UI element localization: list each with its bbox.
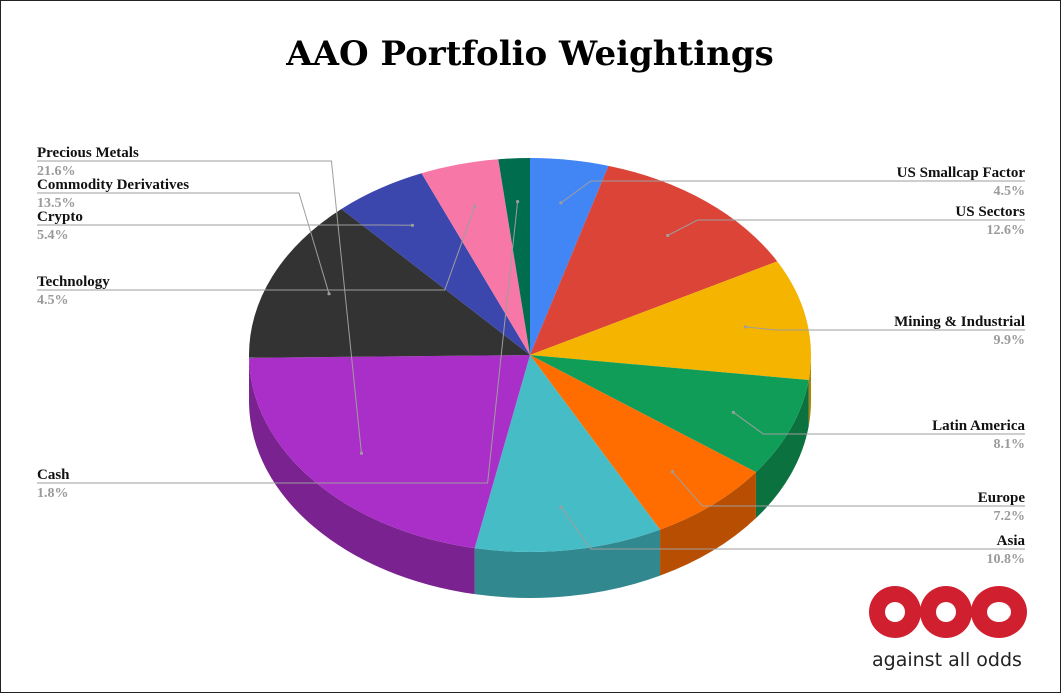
- slice-mining-and-industrial: [530, 261, 811, 381]
- slice-labels: US Smallcap Factor 4.5% US Sectors 12.6% Min…: [37, 145, 1025, 567]
- slice-europe: [530, 355, 756, 530]
- slice-value-latin-america: 8.1%: [994, 437, 1026, 452]
- slice-label-cash: Cash 1.8%: [37, 467, 70, 501]
- leader-line-technology: [37, 206, 476, 291]
- slice-cash: [498, 158, 530, 355]
- slice-value-mining-and-industrial: 9.9%: [994, 333, 1026, 348]
- slice-us-smallcap-factor: [530, 158, 609, 355]
- slice-name-cash: Cash: [37, 467, 70, 483]
- slice-value-asia: 10.8%: [987, 552, 1026, 567]
- leader-line-cash: [37, 201, 519, 484]
- slice-name-technology: Technology: [37, 274, 110, 290]
- leader-dot-commodity-derivatives: [327, 292, 331, 296]
- brand-logo: against all odds: [869, 586, 1027, 671]
- slice-label-crypto: Crypto 5.4%: [37, 209, 83, 243]
- slice-name-precious-metals: Precious Metals: [37, 145, 139, 161]
- slice-label-technology: Technology 4.5%: [37, 274, 110, 308]
- leader-dot-crypto: [410, 223, 415, 227]
- leader-dot-latin-america: [731, 410, 735, 414]
- logo-letter-o-hole: [987, 602, 1011, 622]
- slice-side-latin-america: [755, 380, 809, 519]
- leader-dot-us-smallcap-factor: [559, 201, 563, 205]
- slice-label-us-sectors: US Sectors 12.6%: [955, 204, 1025, 238]
- chart-title: AAO Portfolio Weightings: [285, 34, 774, 74]
- slice-label-precious-metals: Precious Metals 21.6%: [37, 145, 139, 179]
- slice-value-crypto: 5.4%: [37, 228, 69, 243]
- slice-name-mining-and-industrial: Mining & Industrial: [894, 314, 1025, 330]
- leader-line-us-smallcap-factor: [560, 180, 1025, 204]
- slice-label-commodity-derivatives: Commodity Derivatives 13.5%: [37, 177, 189, 211]
- slice-crypto: [341, 173, 530, 355]
- slice-latin-america: [530, 355, 809, 473]
- slice-name-commodity-derivatives: Commodity Derivatives: [37, 177, 189, 193]
- leader-dot-asia: [559, 505, 563, 509]
- leader-dot-europe: [670, 470, 675, 474]
- slice-side-precious-metals: [249, 357, 475, 595]
- slice-side-mining-and-industrial: [808, 355, 811, 427]
- slice-value-us-sectors: 12.6%: [987, 223, 1026, 238]
- leader-line-commodity-derivatives: [37, 192, 330, 294]
- slice-us-sectors: [530, 165, 778, 355]
- pie-depth: [249, 355, 811, 599]
- pie-slices: [249, 158, 811, 552]
- leader-dot-mining-and-industrial: [743, 325, 748, 329]
- leader-dot-technology: [473, 204, 477, 208]
- slice-label-mining-and-industrial: Mining & Industrial 9.9%: [894, 314, 1025, 348]
- leader-line-us-sectors: [667, 219, 1025, 236]
- slice-side-europe: [660, 472, 756, 576]
- leader-dot-cash: [515, 199, 520, 204]
- leader-dot-us-sectors: [666, 233, 670, 238]
- logo-letter-a1: [869, 586, 921, 638]
- slice-commodity-derivatives: [249, 208, 530, 358]
- slice-name-asia: Asia: [997, 533, 1026, 549]
- slice-value-europe: 7.2%: [994, 509, 1026, 524]
- slice-label-latin-america: Latin America 8.1%: [932, 418, 1025, 452]
- leader-line-europe: [672, 471, 1025, 507]
- leader-line-asia: [560, 506, 1025, 550]
- leader-line-latin-america: [733, 411, 1025, 435]
- slice-name-europe: Europe: [978, 490, 1026, 506]
- slice-technology: [421, 159, 530, 355]
- slice-value-precious-metals: 21.6%: [37, 164, 76, 179]
- logo-letter-a2: [920, 586, 972, 638]
- slice-label-asia: Asia 10.8%: [987, 533, 1026, 567]
- slice-label-europe: Europe 7.2%: [978, 490, 1026, 524]
- slice-name-latin-america: Latin America: [932, 418, 1025, 434]
- leader-dot-precious-metals: [359, 451, 364, 455]
- slice-name-us-smallcap-factor: US Smallcap Factor: [897, 165, 1026, 181]
- leader-line-precious-metals: [37, 160, 362, 454]
- slice-value-us-smallcap-factor: 4.5%: [994, 184, 1026, 199]
- slice-value-technology: 4.5%: [37, 293, 69, 308]
- slice-name-crypto: Crypto: [37, 209, 83, 225]
- leader-line-mining-and-industrial: [745, 326, 1025, 331]
- slice-name-us-sectors: US Sectors: [955, 204, 1025, 220]
- label-leaders: [37, 160, 1025, 550]
- slice-side-asia: [474, 529, 661, 599]
- slice-value-commodity-derivatives: 13.5%: [37, 196, 76, 211]
- slice-label-us-smallcap-factor: US Smallcap Factor 4.5%: [897, 165, 1026, 199]
- logo-tagline: against all odds: [872, 649, 1022, 671]
- slice-value-cash: 1.8%: [37, 486, 69, 501]
- slice-asia: [474, 355, 661, 552]
- slice-precious-metals: [249, 355, 530, 549]
